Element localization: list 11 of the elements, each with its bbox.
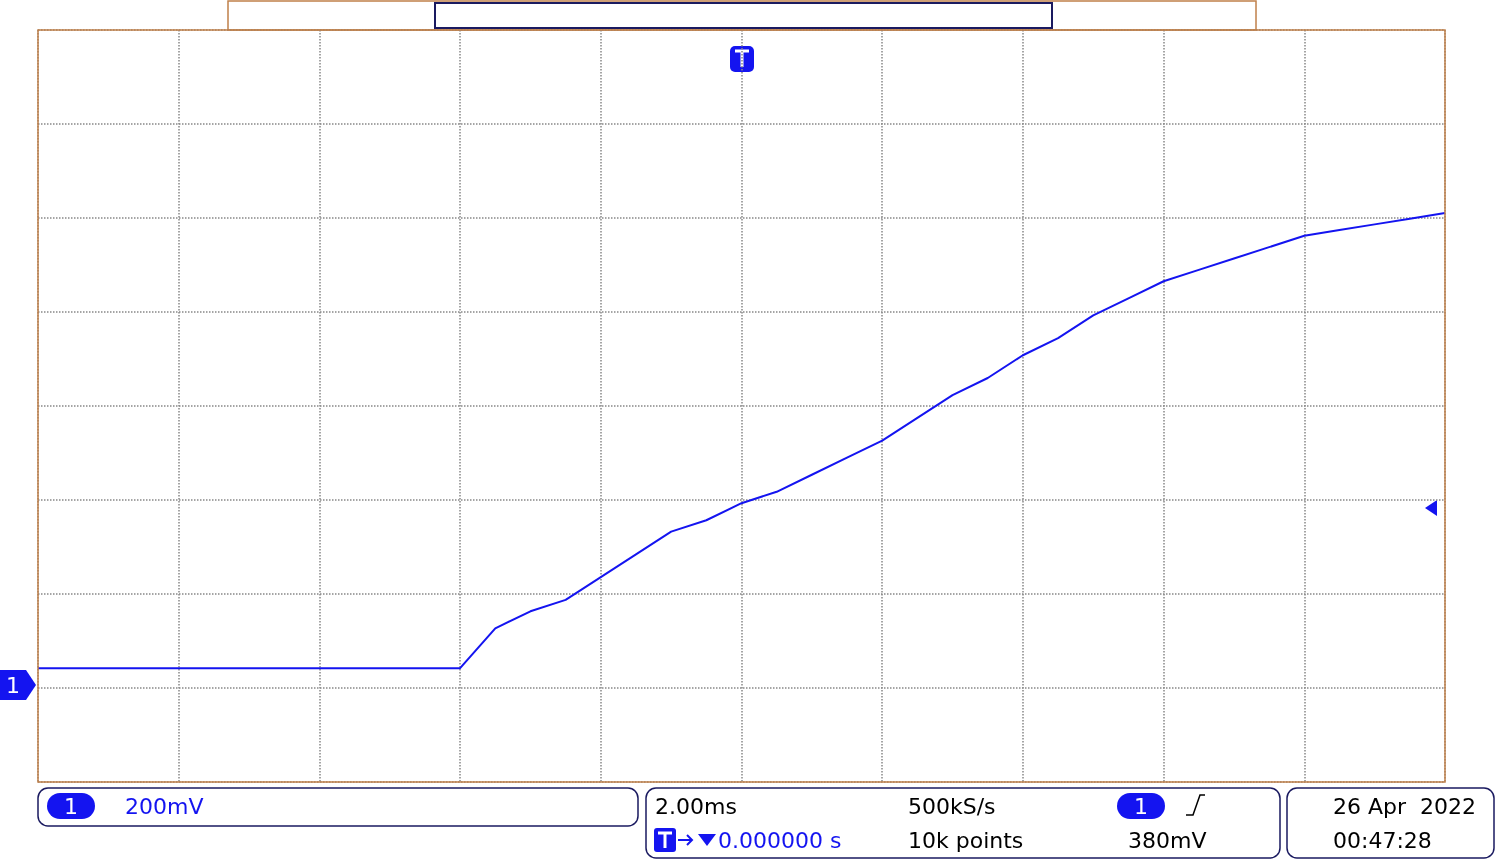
text: 500kS/s (908, 793, 996, 819)
text: 1 (64, 793, 78, 819)
text: 2.00ms (655, 793, 737, 819)
text: 1 (1134, 793, 1148, 819)
text: 200mV (125, 793, 204, 819)
text: 0.000000 s (718, 827, 842, 853)
text: 380mV (1128, 827, 1207, 853)
text: 26 Apr 2022 (1333, 793, 1477, 819)
text: 10k points (908, 827, 1024, 853)
text: 1 (6, 672, 20, 698)
text: 00:47:28 (1333, 827, 1432, 853)
